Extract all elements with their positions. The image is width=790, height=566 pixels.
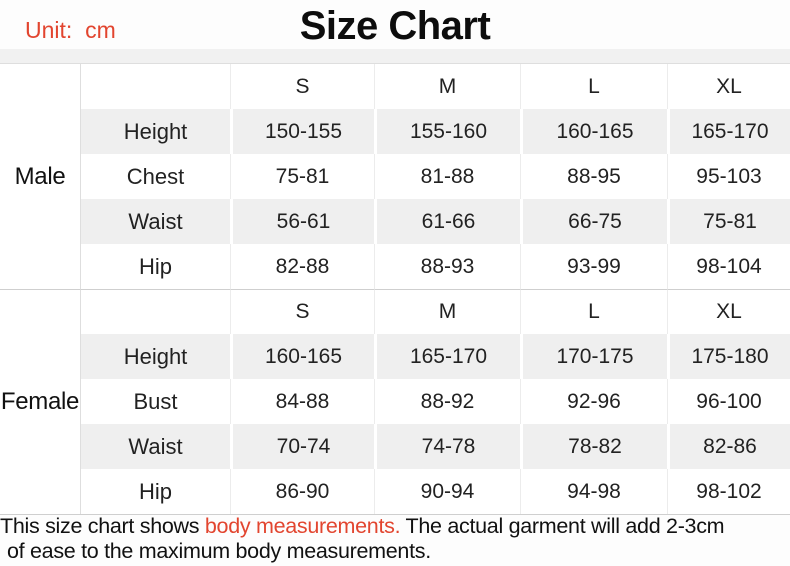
row-label: Waist [81,199,230,244]
size-cell: 56-61 [230,199,374,244]
note-line-2: of ease to the maximum body measurements… [7,539,431,563]
attr-header-empty [81,64,230,109]
size-cell: 96-100 [667,379,790,424]
title-divider [0,49,790,63]
size-cell: 94-98 [520,469,667,514]
size-cell: 170-175 [520,334,667,379]
size-cell: 150-155 [230,109,374,154]
size-column-header: S [230,289,374,334]
female-size-header-row: Female S M L XL [0,289,790,514]
table-row-male-chest: Chest 75-81 81-88 88-95 95-103 [0,154,790,199]
note-text: This size chart shows [0,514,205,538]
size-cell: 160-165 [230,334,374,379]
size-cell: 84-88 [230,379,374,424]
row-label: Height [81,334,230,379]
size-cell: 165-170 [667,109,790,154]
table-row-female-hip: Hip 86-90 90-94 94-98 98-102 [0,469,790,514]
size-cell: 78-82 [520,424,667,469]
size-cell: 98-104 [667,244,790,289]
size-column-header: M [374,289,520,334]
size-cell: 75-81 [667,199,790,244]
attr-header-empty [81,289,230,334]
male-size-header-row: Male S M L XL [0,64,790,289]
row-label: Height [81,109,230,154]
size-cell: 61-66 [374,199,520,244]
size-cell: 92-96 [520,379,667,424]
measurement-note: This size chart shows body measurements.… [0,514,790,564]
size-cell: 160-165 [520,109,667,154]
row-label: Hip [81,469,230,514]
row-label: Waist [81,424,230,469]
size-cell: 93-99 [520,244,667,289]
unit-label: Unit: cm [25,17,116,43]
size-cell: 175-180 [667,334,790,379]
table-row-female-bust: Bust 84-88 88-92 92-96 96-100 [0,379,790,424]
size-cell: 90-94 [374,469,520,514]
table-row-male-waist: Waist 56-61 61-66 66-75 75-81 [0,199,790,244]
size-column-header: XL [667,289,790,334]
size-cell: 75-81 [230,154,374,199]
note-highlight: body measurements. [204,514,401,538]
size-cell: 82-88 [230,244,374,289]
table-row-male-hip: Hip 82-88 88-93 93-99 98-104 [0,244,790,289]
size-column-header: L [520,289,667,334]
size-cell: 88-92 [374,379,520,424]
size-cell: 98-102 [667,469,790,514]
table-row-female-waist: Waist 70-74 74-78 78-82 82-86 [0,424,790,469]
size-cell: 88-93 [374,244,520,289]
size-cell: 88-95 [520,154,667,199]
size-column-header: L [520,64,667,109]
note-text: The actual garment will add 2-3cm [400,514,725,538]
size-cell: 95-103 [667,154,790,199]
size-column-header: M [374,64,520,109]
size-cell: 81-88 [374,154,520,199]
note-line-1: This size chart shows body measurements.… [0,514,790,539]
size-cell: 86-90 [230,469,374,514]
row-label: Chest [81,154,230,199]
size-table: Male S M L XL Height 150-155 155-160 160… [0,63,790,515]
size-cell: 70-74 [230,424,374,469]
size-cell: 165-170 [374,334,520,379]
size-column-header: XL [667,64,790,109]
table-row-female-height: Height 160-165 165-170 170-175 175-180 [0,334,790,379]
row-label: Bust [81,379,230,424]
size-cell: 155-160 [374,109,520,154]
size-cell: 74-78 [374,424,520,469]
gender-label-male: Male [0,64,81,289]
table-row-male-height: Height 150-155 155-160 160-165 165-170 [0,109,790,154]
page-title: Size Chart [299,4,491,48]
size-cell: 66-75 [520,199,667,244]
size-cell: 82-86 [667,424,790,469]
gender-label-female: Female [0,289,81,514]
size-column-header: S [230,64,374,109]
row-label: Hip [81,244,230,289]
